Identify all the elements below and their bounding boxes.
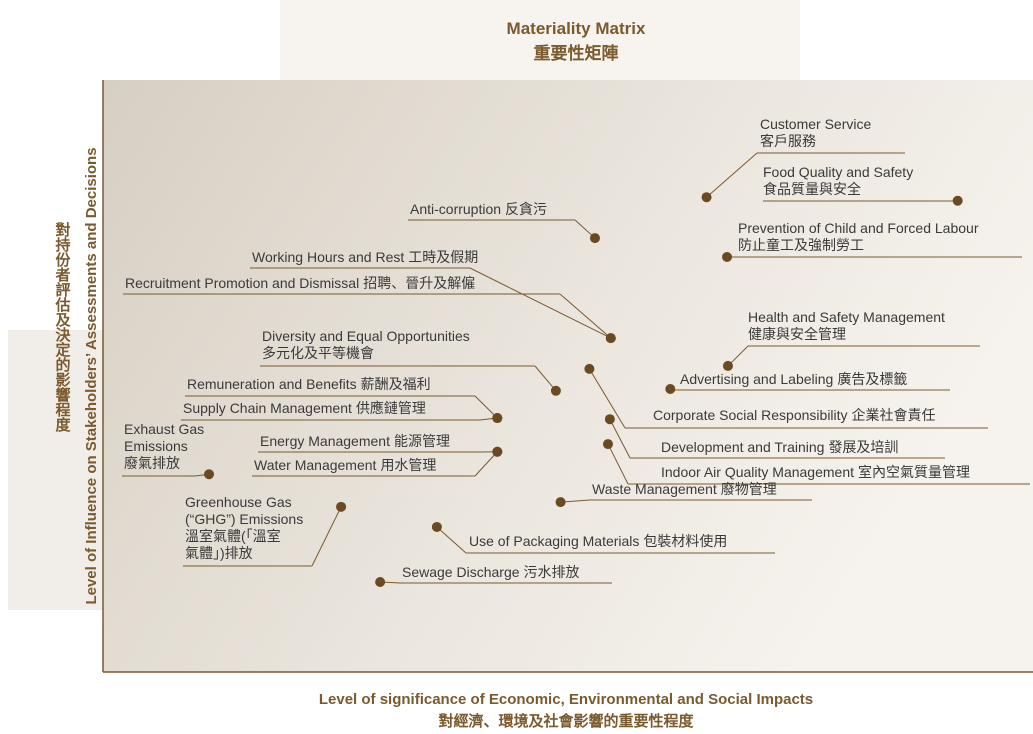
leader-line: [311, 506, 342, 567]
point-label-part: 企業社會責任: [852, 407, 936, 423]
point: [550, 385, 561, 396]
point-label: (“GHG”) Emissions: [185, 511, 303, 527]
leader-line: [474, 395, 498, 419]
point-label-part: 包裝材料使用: [643, 533, 727, 549]
point-label: Food Quality and Safety: [763, 164, 913, 180]
point-label: Health and Safety Management: [748, 309, 945, 325]
point-label: Prevention of Child and Forced Labour: [738, 220, 979, 236]
y-axis-title: Level of Influence on Stakeholders’ Asse…: [83, 147, 100, 604]
point-label: Development and Training 發展及培訓: [661, 439, 898, 455]
point-label-part: Advertising and Labeling: [680, 371, 833, 387]
point-label: Working Hours and Rest 工時及假期: [252, 249, 478, 265]
point-label-part: 廢物管理: [721, 481, 777, 497]
leader-line: [609, 418, 631, 459]
point-label-part: Supply Chain Management: [183, 400, 352, 416]
point-label: Diversity and Equal Opportunities: [262, 328, 470, 344]
point: [701, 192, 712, 203]
leader-line: [588, 368, 626, 429]
point-label: Energy Management 能源管理: [260, 433, 450, 449]
point-label-part: Use of Packaging Materials: [469, 533, 639, 549]
point: [204, 469, 215, 480]
point-label: 廢氣排放: [124, 455, 180, 471]
point-label: Anti-corruption 反貪污: [410, 201, 547, 217]
point: [665, 384, 676, 395]
point-label: Remuneration and Benefits 薪酬及福利: [187, 376, 431, 392]
point-label-part: 供應鏈管理: [356, 400, 426, 416]
point-label: Customer Service: [760, 116, 871, 132]
point-label-part: Development and Training: [661, 439, 824, 455]
point-label: Sewage Discharge 污水排放: [402, 564, 580, 580]
point-label: Use of Packaging Materials 包裝材料使用: [469, 533, 727, 549]
leader-line: [559, 293, 612, 339]
point-label: Water Management 用水管理: [254, 457, 436, 473]
point-label: 防止童工及強制勞工: [738, 237, 864, 253]
point-label-part: Sewage Discharge: [402, 564, 520, 580]
point-label-part: Working Hours and Rest: [252, 249, 404, 265]
point-label: 客戶服務: [760, 133, 816, 149]
chart-title: Materiality Matrix: [507, 19, 646, 38]
point-label-part: Indoor Air Quality Management: [661, 464, 854, 480]
x-axis-title-zh: 對經濟、環境及社會影響的重要性程度: [438, 712, 694, 730]
point-label-part: 薪酬及福利: [361, 376, 431, 392]
leader-line: [706, 152, 758, 198]
point: [605, 333, 616, 344]
point-label: Emissions: [124, 438, 188, 454]
point: [375, 577, 386, 588]
point: [589, 233, 600, 244]
point: [431, 521, 442, 532]
leader-line: [474, 451, 498, 477]
point-label-part: 發展及培訓: [828, 439, 898, 455]
point-label: Recruitment Promotion and Dismissal 招聘、晉升…: [125, 275, 475, 291]
point-label-part: Corporate Social Responsibility: [653, 407, 848, 423]
point-label-part: 用水管理: [380, 457, 436, 473]
leader-line: [469, 267, 612, 339]
point: [492, 446, 503, 457]
point: [952, 195, 963, 206]
point-label: 健康與安全管理: [748, 326, 846, 342]
point-label-part: Anti-corruption: [410, 201, 501, 217]
point-label-part: 室內空氣質量管理: [858, 464, 970, 480]
point-label: Indoor Air Quality Management 室內空氣質量管理: [661, 464, 970, 480]
point-label-part: Remuneration and Benefits: [187, 376, 357, 392]
header-glow: [280, 0, 800, 80]
point-label-part: Waste Management: [592, 481, 717, 497]
point: [602, 439, 613, 450]
point: [722, 360, 733, 371]
y-axis-title-zh: 對持份者評估及決定的影響程度: [54, 221, 72, 433]
point-label-part: Energy Management: [260, 433, 390, 449]
point-label-part: Water Management: [254, 457, 377, 473]
chart-title-zh: 重要性矩陣: [534, 43, 619, 63]
x-axis-title: Level of significance of Economic, Envir…: [319, 691, 813, 708]
point-label-part: 工時及假期: [408, 249, 478, 265]
leader-line: [436, 526, 467, 554]
point-label: 食品質量與安全: [763, 181, 861, 197]
point-label: Exhaust Gas: [124, 421, 204, 437]
point-label-part: 能源管理: [394, 433, 450, 449]
point-label: 氣體」)排放: [185, 545, 253, 561]
point: [584, 363, 595, 374]
point-label: Corporate Social Responsibility 企業社會責任: [653, 407, 936, 423]
point-label: Waste Management 廢物管理: [592, 481, 777, 497]
point: [722, 252, 733, 263]
leader-line: [534, 365, 557, 392]
point-label-part: 廣告及標籤: [837, 371, 907, 387]
leader-line: [607, 443, 629, 485]
point: [492, 413, 503, 424]
point-label-part: 污水排放: [524, 564, 580, 580]
point-label: Supply Chain Management 供應鏈管理: [183, 400, 426, 416]
point-label: 溫室氣體(「溫室: [185, 528, 281, 544]
point: [336, 501, 347, 512]
point-label-part: 招聘、晉升及解僱: [363, 275, 475, 291]
point-label-part: Recruitment Promotion and Dismissal: [125, 275, 359, 291]
plot-area: [103, 80, 1033, 672]
point-label: Greenhouse Gas: [185, 494, 292, 510]
point-label: 多元化及平等機會: [262, 345, 374, 361]
point-label: Advertising and Labeling 廣告及標籤: [680, 371, 907, 387]
point-label-part: 反貪污: [505, 201, 547, 217]
point: [604, 414, 615, 425]
point: [555, 497, 566, 508]
label-panel: [8, 330, 103, 610]
